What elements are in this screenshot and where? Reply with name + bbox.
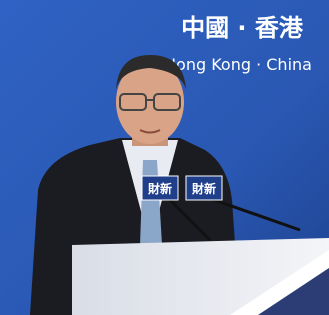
backdrop-subtitle: Hong Kong · China — [164, 55, 312, 74]
mic-label: 財新 — [147, 181, 172, 196]
photo: 中國 · 香港 Hong Kong · China 財新 財新 — [0, 0, 329, 315]
backdrop-title: 中國 · 香港 — [181, 14, 304, 42]
page: 中國 · 香港 Hong Kong · China 財新 財新 (() => {… — [0, 0, 329, 315]
mic-label: 財新 — [191, 181, 216, 196]
